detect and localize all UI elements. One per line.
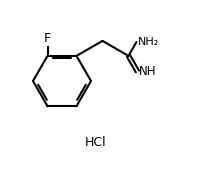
Text: F: F xyxy=(44,32,51,45)
Text: NH₂: NH₂ xyxy=(138,37,159,47)
Text: NH: NH xyxy=(139,65,157,78)
Text: HCl: HCl xyxy=(85,136,107,149)
